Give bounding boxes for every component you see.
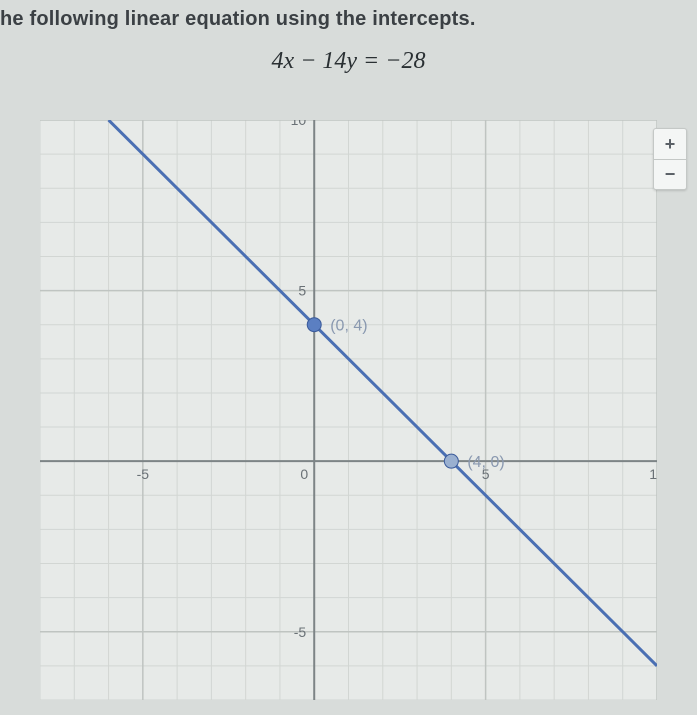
zoom-in-button[interactable]: + [654, 129, 686, 159]
svg-text:(0, 4): (0, 4) [330, 318, 367, 335]
coordinate-graph[interactable]: -50510-5510(0, 4)(4, 0) [40, 120, 657, 700]
question-prompt: he following linear equation using the i… [0, 8, 476, 31]
zoom-controls: + − [653, 128, 687, 190]
equation-display: 4x − 14y = −28 [0, 48, 697, 75]
svg-text:10: 10 [649, 466, 657, 482]
svg-text:5: 5 [298, 283, 306, 299]
svg-text:-5: -5 [137, 466, 150, 482]
zoom-out-button[interactable]: − [654, 159, 686, 189]
svg-text:-5: -5 [294, 624, 307, 640]
svg-text:(4, 0): (4, 0) [467, 454, 504, 471]
svg-text:10: 10 [291, 120, 307, 128]
svg-text:0: 0 [300, 466, 308, 482]
